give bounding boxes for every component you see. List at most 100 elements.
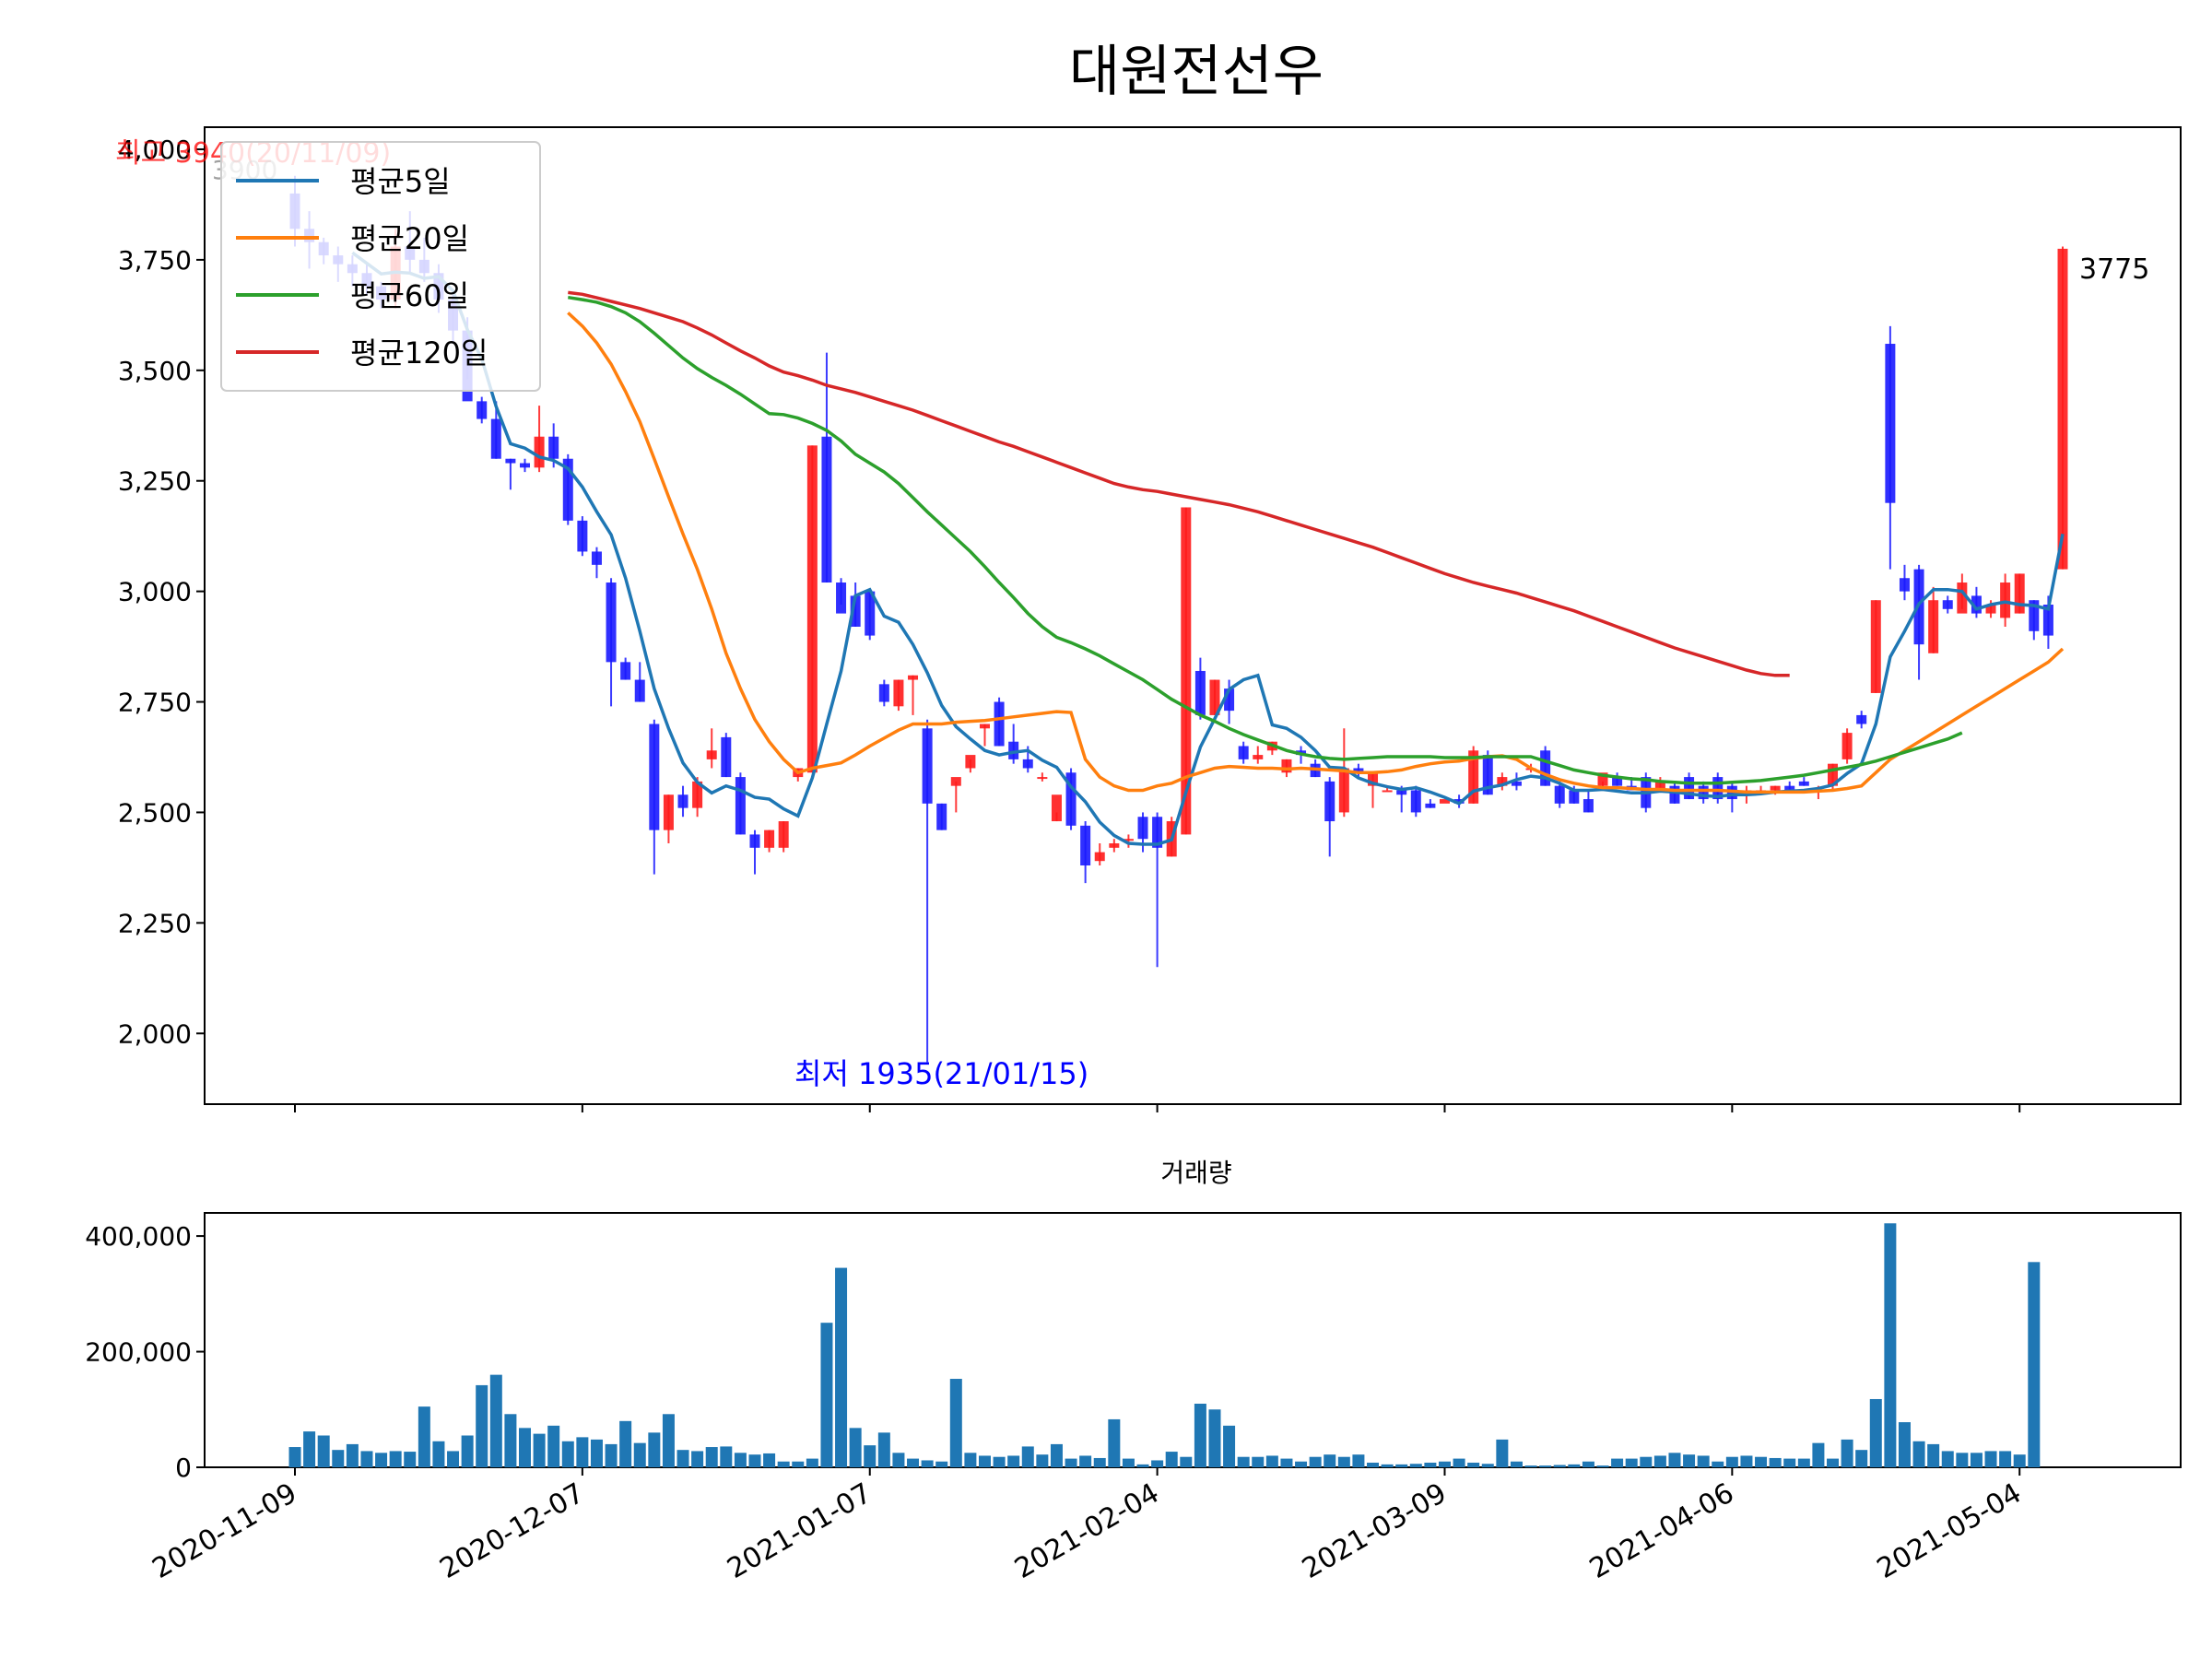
candle-body	[1439, 799, 1450, 804]
volume-bar	[1582, 1461, 1594, 1467]
volume-bar	[489, 1374, 502, 1467]
candle-body	[1856, 714, 1867, 724]
volume-bar	[332, 1450, 345, 1467]
volume-bar	[447, 1451, 460, 1467]
candle-body	[1554, 785, 1565, 804]
volume-bar	[1136, 1464, 1149, 1467]
candle-body	[692, 781, 703, 808]
volume-bar	[590, 1439, 603, 1467]
candle-body	[836, 582, 847, 614]
volume-y-tick-label: 400,000	[85, 1221, 192, 1252]
volume-bar	[1869, 1398, 1882, 1467]
candle-body	[591, 551, 602, 565]
volume-bar	[1165, 1452, 1178, 1467]
volume-plot-frame	[204, 1212, 2182, 1468]
volume-bar	[1927, 1443, 1940, 1467]
volume-bar	[2013, 1454, 2026, 1467]
candle-body	[908, 675, 919, 680]
candle-body	[1784, 785, 1795, 791]
volume-bar	[432, 1441, 445, 1467]
candle-body	[1137, 817, 1148, 840]
price-plot-frame	[204, 126, 2182, 1105]
volume-bar	[1352, 1454, 1365, 1467]
candle-body	[979, 724, 990, 729]
candle-body	[1798, 781, 1809, 786]
volume-bar	[1093, 1457, 1106, 1467]
volume-bar	[1596, 1465, 1609, 1467]
volume-bar	[849, 1428, 862, 1467]
candle-body	[865, 591, 876, 636]
volume-y-tick-label: 0	[175, 1453, 192, 1483]
volume-bar	[1438, 1461, 1451, 1467]
volume-bar	[1568, 1464, 1581, 1467]
volume-bar	[691, 1451, 704, 1467]
volume-bar	[1668, 1453, 1681, 1467]
volume-bar	[1898, 1422, 1911, 1467]
volume-bar	[1481, 1464, 1494, 1467]
candle-body	[1051, 794, 1062, 822]
candle-body	[721, 736, 732, 778]
volume-bar	[619, 1420, 632, 1467]
candle-body	[490, 418, 501, 459]
price-y-tick-label: 2,000	[118, 1018, 192, 1049]
volume-bar	[1007, 1455, 1020, 1467]
candle-body	[1080, 825, 1091, 865]
legend-label: 평균20일	[350, 221, 469, 256]
candle-body	[1841, 733, 1853, 759]
volume-bar	[547, 1425, 560, 1467]
volume-bar	[1783, 1458, 1796, 1467]
candle-body	[1109, 843, 1120, 848]
candle-body	[1712, 777, 1724, 800]
price-y-tick-label: 4,000	[118, 135, 192, 165]
legend-label: 평균5일	[350, 164, 451, 199]
candle-body	[749, 834, 760, 848]
volume-bar	[533, 1433, 546, 1467]
candle-body	[764, 830, 775, 848]
candle-body	[1368, 772, 1379, 786]
volume-bar	[835, 1267, 848, 1467]
volume-bar	[1424, 1462, 1437, 1467]
candle-body	[620, 662, 631, 680]
legend-box	[220, 141, 541, 392]
candle-body	[1511, 781, 1522, 786]
volume-bar	[1884, 1223, 1897, 1467]
candle-body	[806, 445, 818, 773]
candle-body	[706, 750, 717, 759]
price-y-tick-label: 2,250	[118, 908, 192, 938]
volume-bar	[1956, 1453, 1969, 1467]
volume-bar	[1725, 1456, 1738, 1467]
candle-body	[950, 777, 961, 786]
volume-bar	[303, 1431, 316, 1467]
candle-body	[965, 755, 976, 769]
candle-body	[606, 582, 617, 663]
volume-title: 거래량	[1160, 1158, 1231, 1188]
candle-body	[1037, 777, 1048, 780]
volume-bar	[864, 1445, 877, 1467]
volume-bar	[1496, 1439, 1509, 1467]
volume-bar	[360, 1451, 373, 1467]
volume-bar	[1611, 1458, 1624, 1467]
volume-bar	[1467, 1462, 1480, 1467]
candle-body	[922, 728, 933, 804]
volume-bar	[1021, 1446, 1034, 1467]
candle-body	[534, 436, 545, 468]
candle-body	[1971, 595, 1982, 614]
price-y-tick-label: 3,500	[118, 356, 192, 386]
candle-body	[1410, 790, 1421, 813]
volume-bar	[1324, 1454, 1336, 1467]
ma-line-4	[568, 290, 1790, 677]
candle-body	[1382, 790, 1393, 793]
candle-body	[1194, 670, 1206, 715]
candle-body	[548, 436, 559, 459]
candle-body	[1899, 578, 1910, 592]
volume-bar	[820, 1323, 833, 1467]
candle-body	[663, 794, 674, 830]
volume-bar	[964, 1453, 977, 1467]
volume-bar	[892, 1453, 905, 1467]
volume-bar	[662, 1414, 675, 1467]
volume-bar	[346, 1443, 359, 1467]
candle-body	[1828, 763, 1839, 786]
volume-bar	[1381, 1464, 1394, 1467]
candle-body	[634, 679, 645, 702]
volume-bar	[404, 1452, 417, 1467]
